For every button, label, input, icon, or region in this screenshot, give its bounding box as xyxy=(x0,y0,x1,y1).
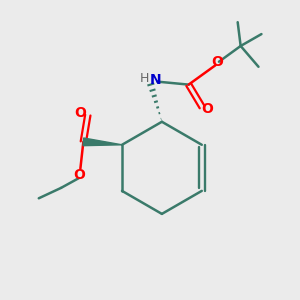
Text: O: O xyxy=(74,167,86,182)
Text: N: N xyxy=(149,74,161,88)
Text: H: H xyxy=(140,72,149,85)
Text: O: O xyxy=(74,106,86,120)
Text: O: O xyxy=(211,55,223,69)
Text: O: O xyxy=(201,102,213,116)
Polygon shape xyxy=(83,138,122,146)
